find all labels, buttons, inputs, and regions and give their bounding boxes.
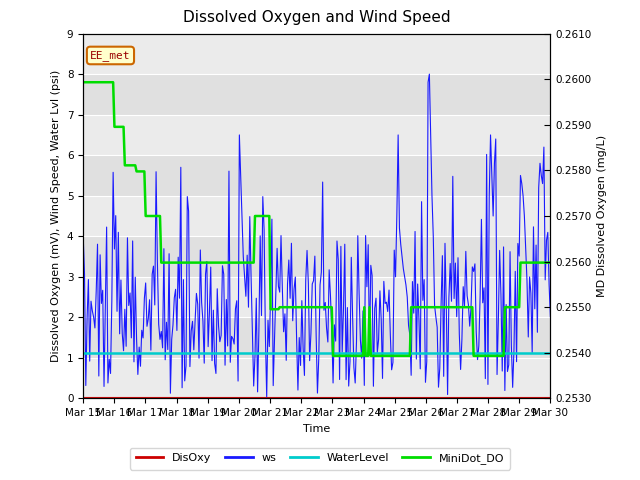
Y-axis label: Dissolved Oxygen (mV), Wind Speed, Water Lvl (psi): Dissolved Oxygen (mV), Wind Speed, Water… [51, 70, 61, 362]
Bar [83, 34, 550, 74]
Bar [83, 115, 550, 155]
Title: Dissolved Oxygen and Wind Speed: Dissolved Oxygen and Wind Speed [183, 11, 451, 25]
Bar [83, 358, 550, 398]
Bar [83, 277, 550, 317]
X-axis label: Time: Time [303, 424, 330, 433]
Y-axis label: MD Dissolved Oxygen (mg/L): MD Dissolved Oxygen (mg/L) [597, 135, 607, 297]
Legend: DisOxy, ws, WaterLevel, MiniDot_DO: DisOxy, ws, WaterLevel, MiniDot_DO [130, 448, 510, 469]
Text: EE_met: EE_met [90, 50, 131, 61]
Bar [83, 196, 550, 236]
